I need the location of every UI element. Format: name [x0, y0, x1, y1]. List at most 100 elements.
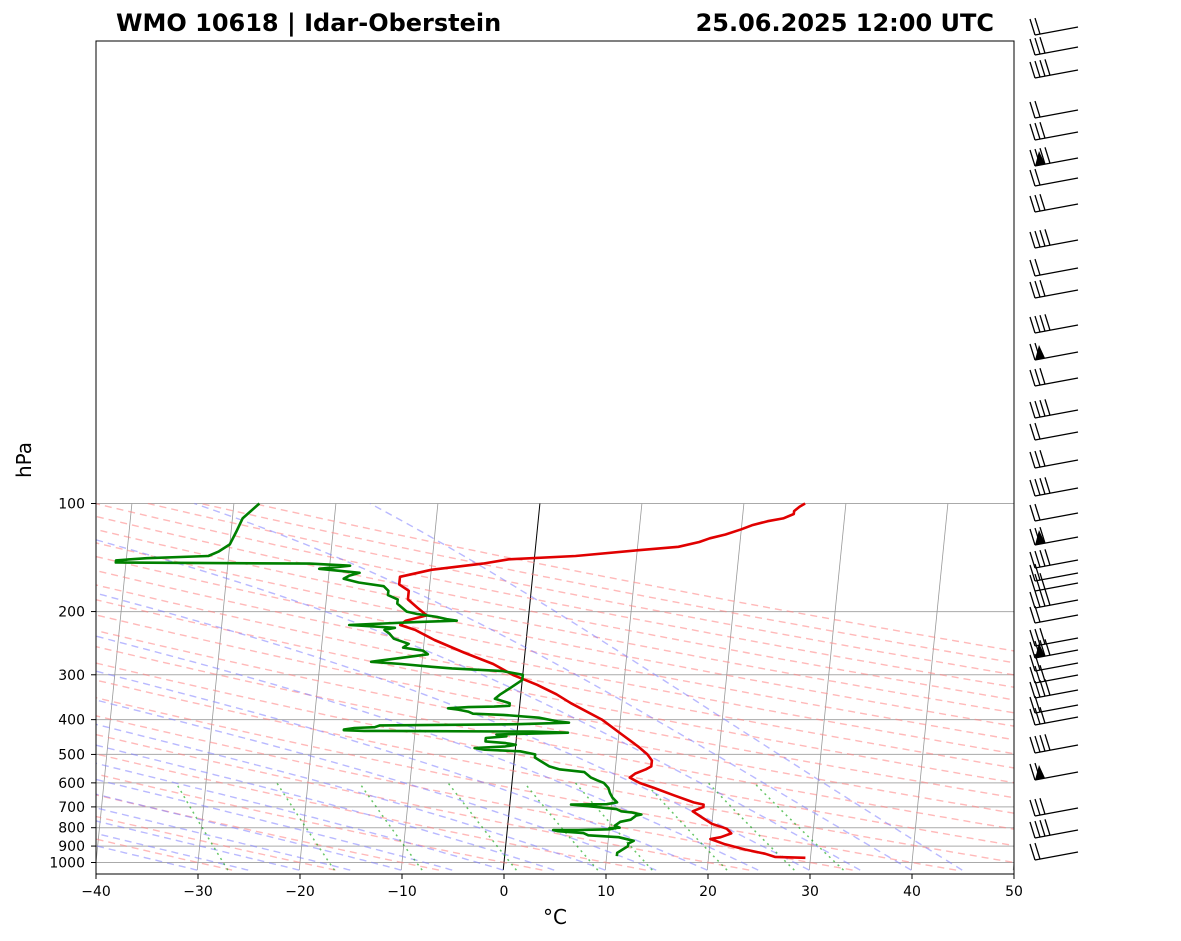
barb-feather [1034, 37, 1041, 55]
dry-adiabat-line [147, 502, 1014, 676]
barb-feather [1029, 564, 1036, 582]
barb-shaft [1034, 131, 1079, 141]
barb-feather [1034, 573, 1041, 591]
dry-adiabat-line [96, 715, 853, 871]
barb-feather [1039, 315, 1046, 332]
barb-feather [1034, 628, 1041, 646]
mixing-ratio-line [753, 782, 845, 871]
barb-shaft [1034, 807, 1079, 817]
barb-shaft [1034, 351, 1079, 361]
wind-barb [1029, 422, 1079, 441]
dry-adiabat-line [96, 733, 750, 871]
barb-feather [1039, 450, 1046, 467]
barb-feather [1029, 666, 1036, 684]
barb-feather [1044, 679, 1051, 696]
wind-barb [1029, 762, 1079, 781]
barb-shaft [1034, 109, 1079, 119]
barb-feather [1029, 101, 1036, 119]
wind-barb [1029, 399, 1079, 419]
barb-shaft [1034, 409, 1079, 419]
barb-feather [1029, 528, 1036, 546]
x-tick-label: 0 [500, 884, 509, 900]
mixing-ratio-line [707, 782, 795, 871]
y-tick-label: 500 [58, 747, 85, 763]
wind-barb [1029, 17, 1079, 36]
barb-shaft [1034, 289, 1079, 299]
barb-feather [1034, 503, 1041, 521]
barb-feather [1034, 695, 1041, 713]
barb-shaft [1034, 649, 1079, 659]
barb-shaft [1034, 599, 1079, 609]
barb-shaft [1034, 267, 1079, 277]
moist-adiabat-line [96, 699, 657, 871]
dry-adiabat-line [96, 584, 1014, 769]
barb-pennant [1035, 530, 1045, 545]
barb-feather [1044, 477, 1051, 494]
wind-barb [1029, 59, 1079, 79]
wind-barb [1029, 628, 1079, 647]
barb-feather [1044, 549, 1051, 566]
x-tick-label: −20 [285, 884, 315, 900]
wind-barb [1029, 734, 1079, 754]
barb-feather [1039, 628, 1046, 645]
barb-feather [1034, 735, 1041, 753]
barb-feather [1029, 591, 1036, 609]
y-tick-label: 700 [58, 800, 85, 816]
barb-pennant [1035, 151, 1045, 166]
barb-feather [1029, 195, 1036, 213]
dry-adiabat-line [96, 753, 646, 871]
wind-barb [1029, 280, 1079, 299]
barb-feather [1039, 280, 1046, 297]
x-tick-label: −10 [387, 884, 417, 900]
moist-adiabat-line [194, 502, 912, 871]
dry-adiabat-line [96, 696, 957, 871]
barb-feather [1039, 148, 1046, 165]
barb-feather [1034, 590, 1041, 608]
wind-barb [1029, 368, 1079, 387]
mixing-ratio-line [175, 782, 229, 871]
barb-shaft [1034, 851, 1079, 861]
moist-adiabat-line [96, 539, 861, 871]
barb-feather [1034, 665, 1041, 683]
barb-shaft [1034, 637, 1079, 647]
barb-feather [1029, 629, 1036, 647]
plot-frame [95, 40, 1015, 875]
wind-barb [1029, 679, 1079, 699]
plot-area [96, 502, 1014, 871]
moist-adiabat-line [96, 744, 555, 871]
barb-feather [1029, 149, 1036, 167]
wind-barb [1029, 653, 1079, 672]
dry-adiabat-line [96, 773, 543, 871]
temperature-profile-line [397, 502, 806, 860]
mixing-ratio-line [447, 782, 517, 871]
barb-feather [1029, 369, 1036, 387]
barb-shaft [1034, 704, 1079, 714]
barb-feather [1034, 194, 1041, 212]
dry-adiabat-line [200, 502, 1014, 664]
barb-feather [1034, 315, 1041, 333]
barb-pennant [1035, 765, 1045, 780]
barb-feather [1044, 819, 1051, 836]
barb-shaft [1034, 487, 1079, 497]
barb-shaft [1034, 674, 1079, 684]
isotherm-line [910, 503, 949, 871]
barb-feather [1039, 820, 1046, 837]
barb-feather [1029, 316, 1036, 334]
barb-feather [1039, 60, 1046, 77]
barb-shaft [1034, 829, 1079, 839]
barb-shaft [1034, 431, 1079, 441]
barb-feather [1034, 450, 1041, 468]
x-tick-label: 20 [699, 884, 717, 900]
barb-feather [1029, 479, 1036, 497]
barb-feather [1029, 38, 1036, 56]
y-tick-label: 1000 [49, 856, 85, 872]
barb-shaft [1034, 203, 1079, 213]
barb-feather [1029, 799, 1036, 817]
barb-shaft [1034, 512, 1079, 522]
chart-title-datetime: 25.06.2025 12:00 UTC [696, 9, 994, 37]
barb-feather [1034, 230, 1041, 248]
wind-barb [1029, 665, 1079, 684]
barb-shaft [1034, 689, 1079, 699]
wind-barb [1029, 122, 1079, 141]
barb-shaft [1034, 69, 1079, 79]
